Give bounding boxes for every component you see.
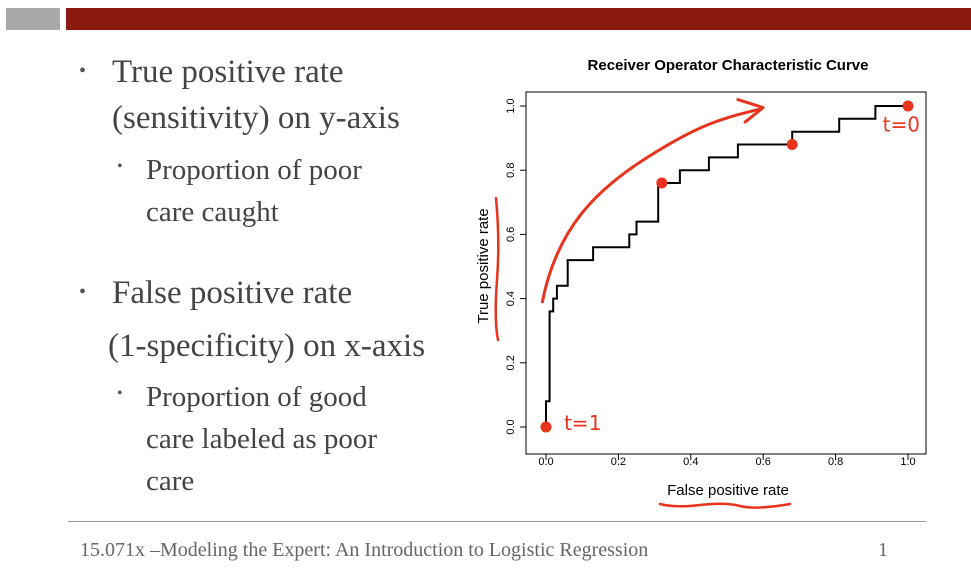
page-number: 1: [878, 539, 888, 561]
bullet-2-line-2: (1-specificity) on x-axis: [108, 328, 426, 364]
sub-bullet-1-line-1: Proportion of poor: [146, 154, 362, 186]
bullet-2-line-1: False positive rate: [112, 275, 353, 311]
y-tick-label: 0.2: [505, 355, 517, 370]
sub-bullet-dot: •: [117, 158, 123, 175]
sub-bullet-2-line-1: Proportion of good: [146, 381, 367, 413]
y-tick-label: 0.6: [505, 227, 517, 242]
footer-course-title: 15.071x –Modeling the Expert: An Introdu…: [80, 539, 649, 561]
arrow-head-icon: [736, 98, 765, 124]
bullet-1-line-1: True positive rate: [112, 54, 344, 90]
x-tick-label: 0.2: [611, 456, 626, 468]
header-red-bar: [66, 8, 971, 30]
sub-bullet-2-line-3: care: [146, 465, 195, 497]
t1-label: t=1: [564, 411, 601, 435]
threshold-point: [902, 100, 914, 112]
series: [545, 105, 908, 427]
threshold-point: [656, 177, 668, 189]
plot-frame: [525, 91, 927, 455]
x-tick-label: 0.0: [538, 456, 553, 468]
ylabel-underline: [494, 196, 500, 342]
roc-chart: Receiver Operator Characteristic Curve 0…: [475, 57, 927, 509]
annotations: t=1 t=0: [494, 98, 920, 509]
threshold-point: [786, 139, 798, 151]
axes: 0.0 0.2 0.4 0.6 0.8 1.0 0.0 0.2 0.4 0.6 0.8 1.0: [505, 98, 916, 468]
y-tick-label: 0.4: [505, 291, 517, 306]
chart-title: Receiver Operator Characteristic Curve: [588, 57, 869, 74]
sub-bullet-1-line-2: care caught: [146, 196, 279, 228]
bullet-dot: •: [79, 60, 87, 82]
sub-bullet-dot: •: [117, 385, 123, 402]
x-axis-label: False positive rate: [667, 482, 789, 499]
header-gray-bar: [6, 8, 60, 30]
y-axis-label: True positive rate: [475, 208, 492, 323]
x-tick-label: 0.8: [828, 456, 843, 468]
roc-series-line: [545, 105, 908, 427]
bullet-dot: •: [79, 281, 87, 303]
threshold-direction-arrow: [540, 107, 762, 304]
xlabel-underline: [658, 502, 792, 509]
footer-divider: [68, 521, 926, 522]
x-tick-label: 0.6: [756, 456, 771, 468]
threshold-point: [540, 421, 552, 433]
x-tick-label: 1.0: [900, 456, 915, 468]
bullet-1-line-2: (sensitivity) on y-axis: [112, 100, 400, 136]
y-tick-label: 1.0: [505, 98, 517, 113]
y-tick-label: 0.0: [505, 419, 517, 434]
y-tick-label: 0.8: [505, 163, 517, 178]
x-tick-label: 0.4: [683, 456, 698, 468]
sub-bullet-2-line-2: care labeled as poor: [146, 423, 378, 455]
t0-label: t=0: [883, 113, 920, 137]
